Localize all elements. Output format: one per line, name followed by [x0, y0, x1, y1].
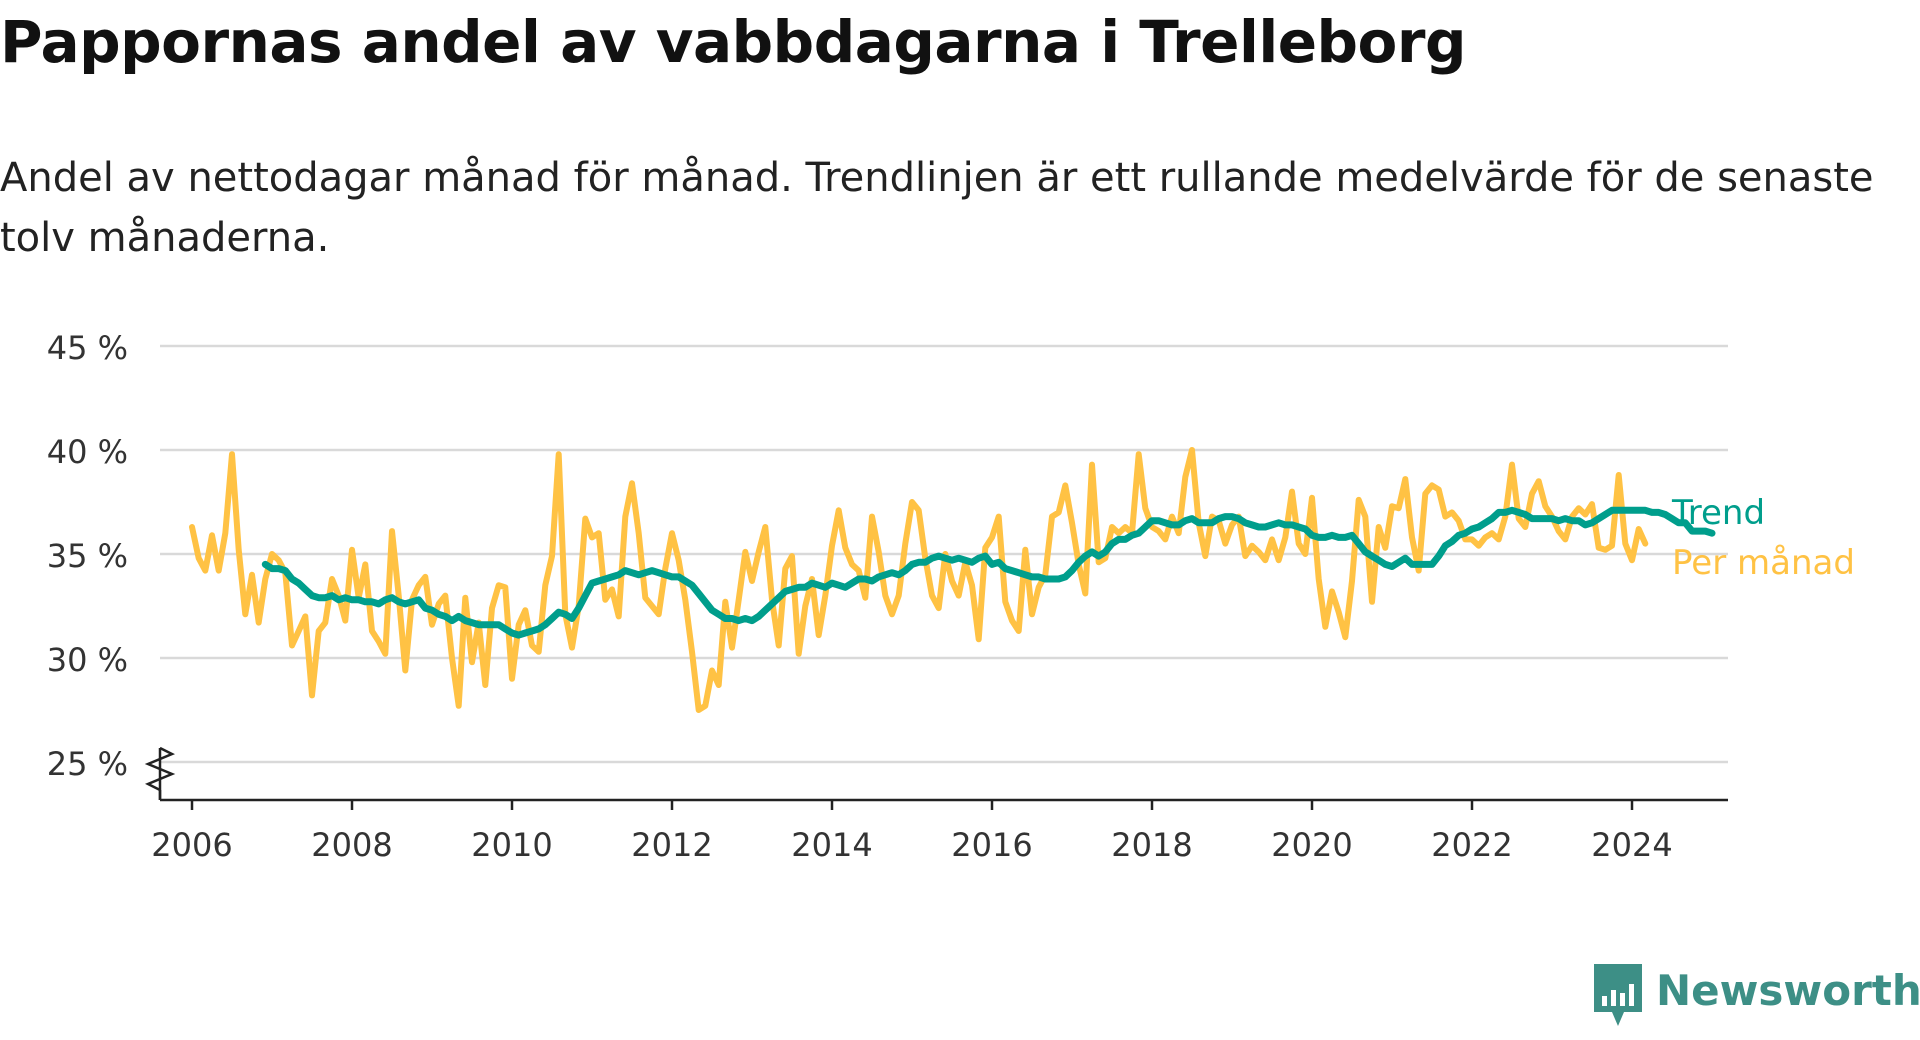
x-tick-label: 2018 [1111, 826, 1192, 864]
series-line-per-manad [189, 447, 1649, 713]
x-tick-label: 2016 [951, 826, 1032, 864]
x-tick-label: 2006 [151, 826, 232, 864]
y-tick-label: 45 % [47, 329, 128, 367]
x-tick-label: 2020 [1271, 826, 1352, 864]
x-tick-label: 2022 [1431, 826, 1512, 864]
legend-label-per-manad: Per månad [1672, 543, 1855, 583]
chart-subtitle: Andel av nettodagar månad för månad. Tre… [0, 155, 1874, 261]
x-tick-label: 2014 [791, 826, 872, 864]
y-tick-label: 40 % [47, 433, 128, 471]
brand-name: Newsworthy [1656, 966, 1920, 1015]
y-tick-label: 30 % [47, 641, 128, 679]
x-tick-label: 2010 [471, 826, 552, 864]
x-tick-label: 2024 [1591, 826, 1672, 864]
y-tick-label: 35 % [47, 537, 128, 575]
y-axis-break [144, 746, 176, 792]
brand-logo: Newsworthy [1590, 960, 1920, 1032]
newsworthy-logo-icon [1594, 964, 1642, 1026]
y-tick-label: 25 % [47, 745, 128, 783]
series-line-trend [261, 506, 1716, 639]
x-tick-label: 2008 [311, 826, 392, 864]
legend-label-trend: Trend [1671, 493, 1765, 533]
series-lines [189, 447, 1716, 713]
x-tick-label: 2012 [631, 826, 712, 864]
x-axis: 2006 2008 2010 2012 2014 2016 2018 2020 2022 2024 [144, 746, 1728, 864]
y-axis-tick-labels: 25 % 30 % 35 % 40 % 45 % [47, 329, 128, 783]
legend: Trend Per månad [1671, 493, 1855, 583]
chart-title: Pappornas andel av vabbdagarna i Trelleb… [0, 8, 1467, 76]
line-chart: 25 % 30 % 35 % 40 % 45 % 2006 2008 2010 2012 201… [47, 329, 1855, 864]
